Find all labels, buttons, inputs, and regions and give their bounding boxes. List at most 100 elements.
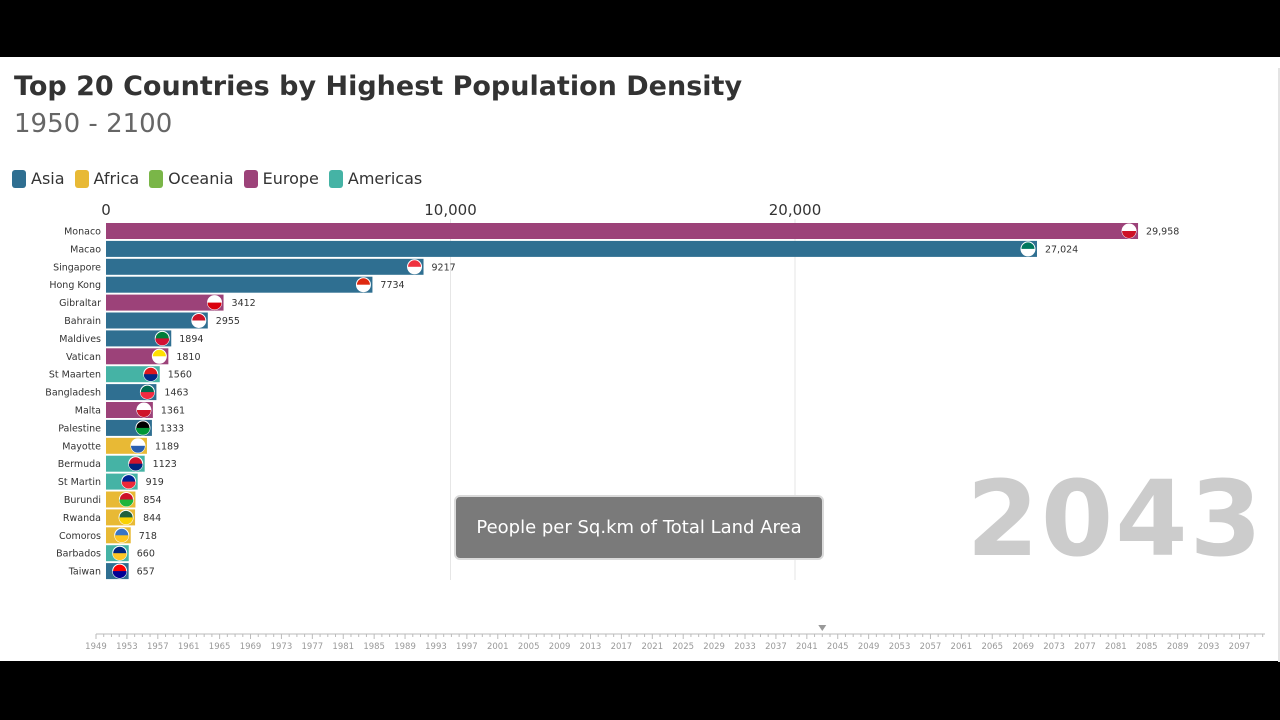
chart-frame: Top 20 Countries by Highest Population D…	[0, 57, 1280, 661]
timeline-label: 2061	[951, 642, 973, 652]
timeline-label: 1977	[302, 642, 324, 652]
timeline-label: 1949	[85, 642, 107, 652]
timeline-label: 1969	[240, 642, 262, 652]
flag-icon-stripe	[191, 320, 206, 328]
bar	[106, 294, 224, 311]
flag-icon-stripe	[356, 284, 371, 292]
frame-edge	[1278, 68, 1280, 662]
chart-title: Top 20 Countries by Highest Population D…	[14, 71, 743, 102]
legend-label-asia: Asia	[31, 169, 65, 188]
legend-item-africa[interactable]: Africa	[74, 169, 139, 188]
timeline-label: 2097	[1229, 642, 1251, 652]
value-label: 844	[143, 513, 161, 524]
value-label: 27,024	[1045, 244, 1078, 255]
legend-label-europe: Europe	[262, 169, 319, 188]
timeline-label: 1997	[456, 642, 478, 652]
timeline-label: 2029	[703, 642, 725, 652]
legend-item-europe[interactable]: Europe	[243, 169, 319, 188]
legend-label-americas: Americas	[347, 169, 423, 188]
category-label: Burundi	[64, 495, 101, 506]
category-label: Rwanda	[63, 513, 101, 524]
category-label: St Maarten	[49, 370, 101, 381]
legend-item-asia[interactable]: Asia	[12, 169, 65, 188]
x-tick-label: 10,000	[424, 201, 477, 219]
category-label: Barbados	[56, 549, 101, 560]
bar	[106, 240, 1037, 257]
flag-icon-stripe	[135, 427, 150, 435]
value-label: 2955	[216, 316, 240, 327]
timeline-label: 1973	[271, 642, 293, 652]
value-label: 1463	[164, 388, 188, 399]
flag-icon-stripe	[155, 338, 170, 346]
category-label: Bermuda	[58, 459, 101, 470]
timeline-label: 2021	[641, 642, 663, 652]
timeline-label: 2045	[827, 642, 849, 652]
current-year-label: 2043	[966, 458, 1264, 580]
flag-icon-stripe	[1020, 248, 1035, 256]
timeline-marker-icon[interactable]	[818, 625, 827, 631]
legend: Asia Africa Oceania Europe Americas	[12, 169, 422, 188]
bar	[106, 223, 1139, 239]
timeline-label: 1961	[178, 642, 200, 652]
category-label: Malta	[75, 406, 101, 417]
bar	[106, 330, 172, 347]
flag-icon-stripe	[136, 410, 151, 417]
category-label: Hong Kong	[49, 280, 101, 291]
value-label: 7734	[380, 280, 404, 291]
legend-item-oceania[interactable]: Oceania	[149, 169, 234, 188]
flag-icon-stripe	[130, 445, 145, 453]
timeline-label: 2077	[1074, 642, 1096, 652]
legend-swatch-africa	[74, 169, 89, 188]
timeline-label: 1965	[209, 642, 231, 652]
flag-icon-stripe	[1122, 231, 1137, 238]
legend-swatch-oceania	[149, 169, 164, 188]
timeline-label: 2089	[1167, 642, 1189, 652]
value-label: 1333	[160, 423, 184, 434]
timeline-label: 2073	[1043, 642, 1065, 652]
value-label: 1894	[179, 334, 203, 345]
bar	[106, 312, 208, 329]
value-label: 1361	[161, 406, 185, 417]
timeline-label: 1989	[394, 642, 416, 652]
flag-icon-stripe	[119, 499, 134, 507]
flag-icon-stripe	[407, 266, 422, 274]
value-label: 29,958	[1146, 227, 1179, 238]
flag-icon-stripe	[140, 392, 155, 400]
flag-icon-stripe	[152, 356, 167, 364]
value-label: 657	[137, 567, 155, 578]
category-label: Mayotte	[62, 441, 101, 452]
bar	[106, 258, 424, 275]
timeline-label: 2017	[611, 642, 633, 652]
flag-icon-stripe	[119, 517, 134, 525]
value-label: 660	[137, 549, 155, 560]
category-label: Macao	[70, 244, 101, 255]
timeline-label: 2013	[580, 642, 602, 652]
legend-swatch-americas	[328, 169, 343, 188]
timeline-label: 1981	[332, 642, 354, 652]
timeline-label: 2053	[889, 642, 911, 652]
flag-icon-stripe	[128, 463, 143, 471]
value-label: 1189	[155, 441, 179, 452]
value-label: 9217	[432, 262, 456, 273]
value-label: 3412	[232, 298, 256, 309]
timeline-label: 2081	[1105, 642, 1127, 652]
category-label: St Martin	[58, 477, 101, 488]
legend-swatch-asia	[12, 169, 26, 188]
category-label: Comoros	[59, 531, 101, 542]
x-tick-label: 0	[101, 201, 111, 219]
timeline-label: 1985	[363, 642, 385, 652]
x-tick-label: 20,000	[769, 201, 822, 219]
category-label: Taiwan	[68, 567, 101, 578]
bar	[106, 276, 373, 293]
category-label: Palestine	[58, 423, 101, 434]
value-label: 1810	[176, 352, 200, 363]
legend-swatch-europe	[243, 169, 258, 188]
value-label: 1123	[153, 459, 177, 470]
legend-item-americas[interactable]: Americas	[328, 169, 423, 188]
timeline-label: 2065	[981, 642, 1003, 652]
flag-icon-stripe	[207, 302, 222, 310]
value-label: 718	[139, 531, 157, 542]
flag-icon-stripe	[112, 553, 127, 561]
timeline-label: 2033	[734, 642, 756, 652]
value-label: 1560	[168, 370, 192, 381]
